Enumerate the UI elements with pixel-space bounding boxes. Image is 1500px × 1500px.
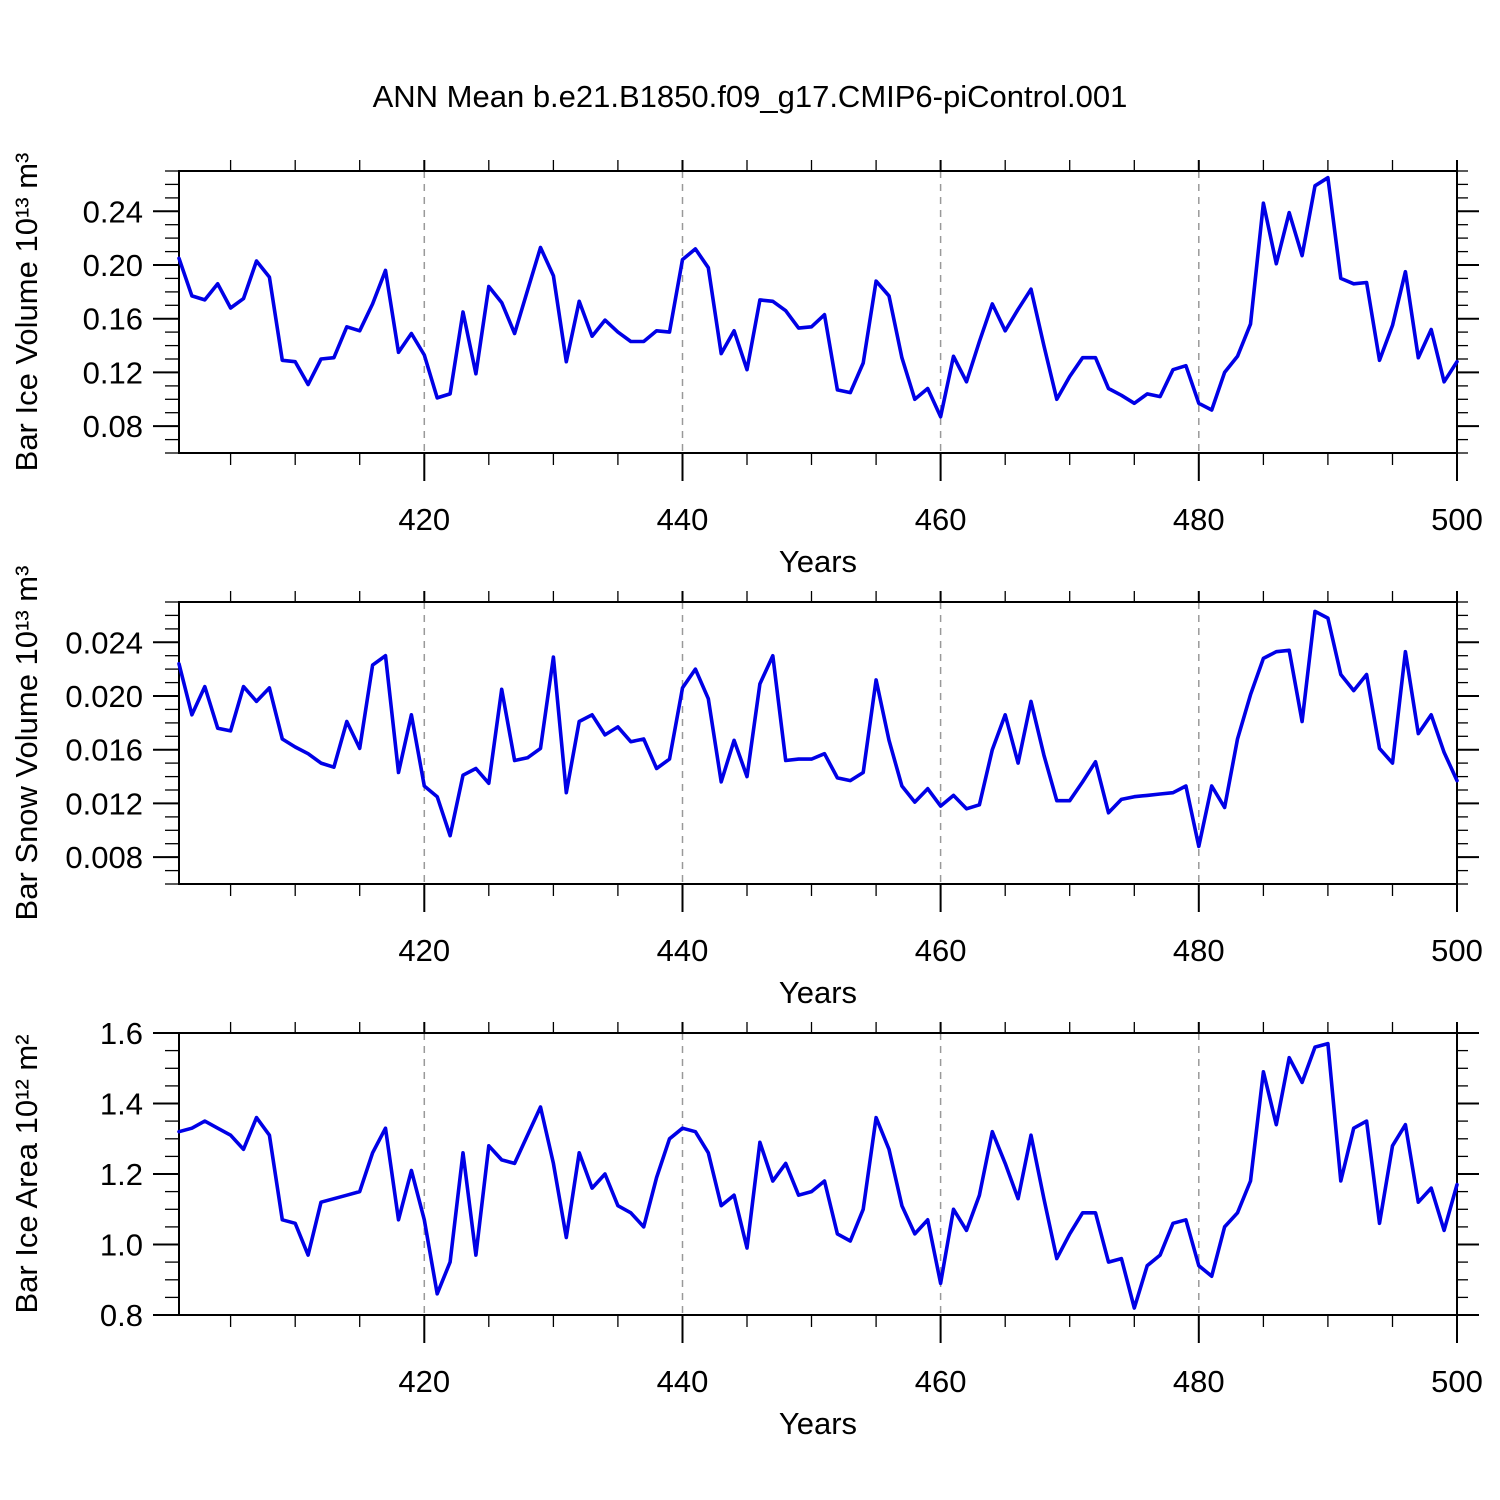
x-tick-label: 420	[398, 502, 450, 537]
x-tick-label: 500	[1431, 1364, 1483, 1399]
y-tick-label: 0.020	[65, 679, 143, 714]
y-major-ticks: 0.008 0.012 0.016 0.020 0.024	[65, 625, 1479, 875]
panel-ice-volume: 420 440 460 480 500 0.08 0.12 0.16 0.20 0.24	[83, 160, 1483, 537]
x-tick-label: 480	[1173, 1364, 1225, 1399]
y-tick-label: 0.008	[65, 840, 143, 875]
y-tick-label: 1.4	[100, 1087, 143, 1122]
y-tick-label: 0.20	[83, 248, 143, 283]
x-tick-label: 500	[1431, 502, 1483, 537]
y-tick-label: 0.16	[83, 302, 143, 337]
x-minor-ticks	[229, 160, 1458, 465]
y-minor-ticks	[165, 1032, 1468, 1316]
x-tick-label: 420	[398, 1364, 450, 1399]
y-axis-label-ice-volume: Bar Ice Volume 10¹³ m³	[9, 152, 44, 472]
plot-frame	[178, 1032, 1458, 1316]
y-major-ticks: 0.8 1.0 1.2 1.4 1.6	[100, 1016, 1479, 1333]
x-tick-label: 440	[657, 933, 709, 968]
x-major-ticks: 420 440 460 480 500	[398, 1022, 1483, 1399]
x-axis-label-years-3: Years	[778, 1406, 858, 1441]
y-tick-label: 1.2	[100, 1157, 143, 1192]
x-axis-label-years-1: Years	[778, 544, 858, 579]
plot-frame	[178, 170, 1458, 454]
y-tick-label: 1.0	[100, 1228, 143, 1263]
x-minor-ticks	[229, 1022, 1458, 1327]
x-tick-label: 460	[915, 1364, 967, 1399]
x-tick-label: 440	[657, 502, 709, 537]
y-axis-label-snow-volume: Bar Snow Volume 10¹³ m³	[9, 565, 44, 921]
data-line-ice-volume	[177, 175, 1459, 419]
y-tick-label: 0.12	[83, 355, 143, 390]
x-tick-label: 500	[1431, 933, 1483, 968]
x-major-ticks: 420 440 460 480 500	[398, 591, 1483, 968]
y-tick-label: 0.024	[65, 625, 143, 660]
data-line-ice-area	[177, 1041, 1459, 1310]
y-tick-label: 0.016	[65, 733, 143, 768]
y-tick-label: 0.012	[65, 786, 143, 821]
y-tick-label: 0.24	[83, 194, 143, 229]
x-tick-label: 460	[915, 502, 967, 537]
y-tick-label: 0.8	[100, 1298, 143, 1333]
y-axis-label-ice-area: Bar Ice Area 10¹² m²	[9, 1034, 44, 1314]
y-tick-label: 1.6	[100, 1016, 143, 1051]
plot-frame	[178, 601, 1458, 885]
x-axis-label-years-2: Years	[778, 975, 858, 1010]
x-tick-label: 480	[1173, 502, 1225, 537]
panel-ice-area: 420 440 460 480 500 0.8 1.0 1.2 1.4 1.6	[100, 1016, 1483, 1399]
data-line-snow-volume	[177, 609, 1459, 849]
y-minor-ticks	[165, 170, 1468, 454]
x-tick-label: 480	[1173, 933, 1225, 968]
x-major-ticks: 420 440 460 480 500	[398, 160, 1483, 537]
x-tick-label: 460	[915, 933, 967, 968]
x-tick-label: 440	[657, 1364, 709, 1399]
y-major-ticks: 0.08 0.12 0.16 0.20 0.24	[83, 194, 1479, 444]
x-tick-label: 420	[398, 933, 450, 968]
panel-snow-volume: 420 440 460 480 500 0.008 0.012 0.016 0.020 0.024	[65, 591, 1483, 968]
chart-title: ANN Mean b.e21.B1850.f09_g17.CMIP6-piCon…	[372, 79, 1128, 114]
y-tick-label: 0.08	[83, 409, 143, 444]
x-minor-ticks	[229, 591, 1458, 896]
